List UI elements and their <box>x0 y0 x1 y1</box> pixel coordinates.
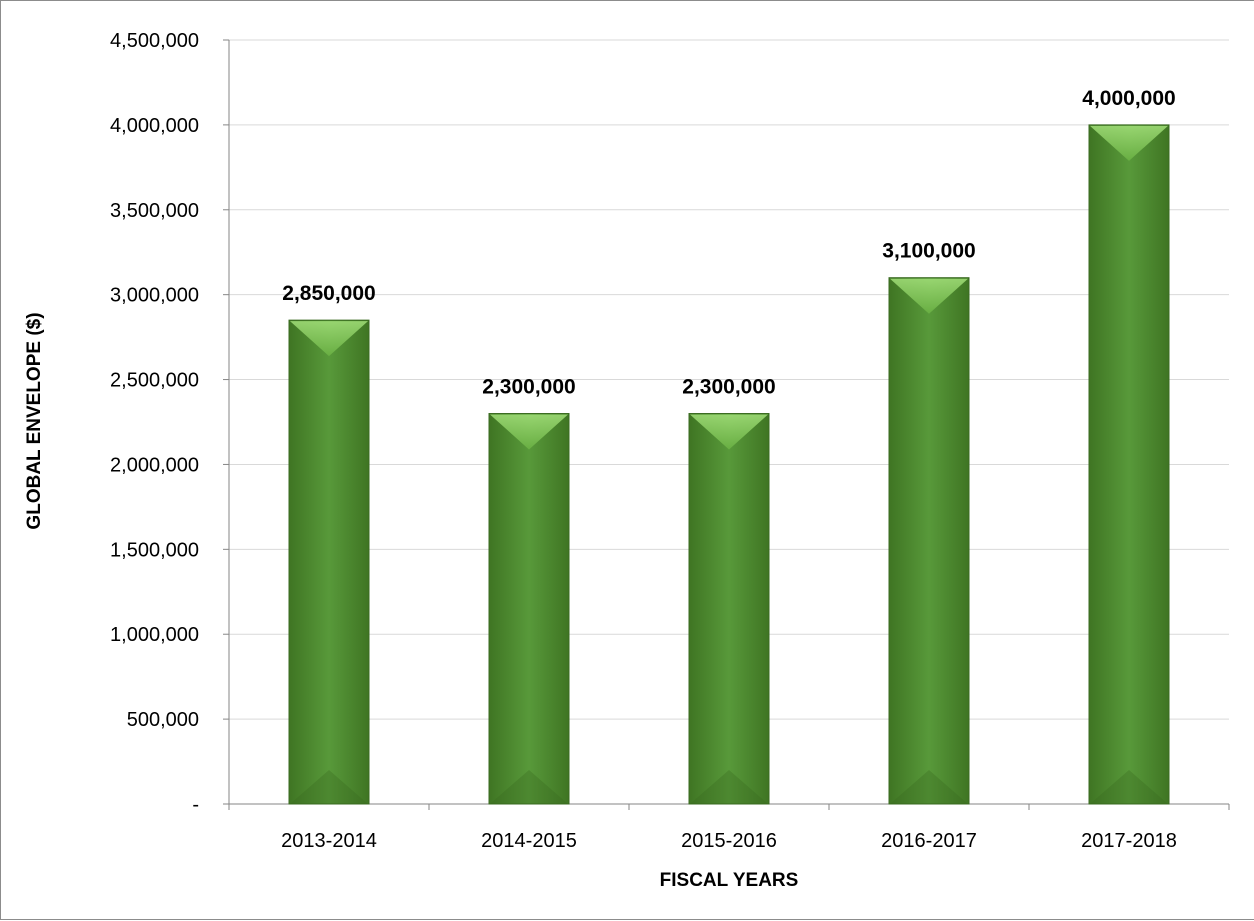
x-tick-label: 2017-2018 <box>1081 830 1177 852</box>
x-axis-title: FISCAL YEARS <box>660 870 799 891</box>
data-label: 2,300,000 <box>682 376 775 399</box>
bar <box>289 320 369 804</box>
x-tick-label: 2015-2016 <box>681 830 777 852</box>
x-tick-label: 2016-2017 <box>881 830 977 852</box>
data-label: 4,000,000 <box>1082 87 1175 110</box>
bar-2015-2016 <box>689 414 769 804</box>
bar <box>489 414 569 804</box>
data-label: 3,100,000 <box>882 240 975 263</box>
data-label: 2,300,000 <box>482 376 575 399</box>
y-tick-label: - <box>192 794 199 816</box>
y-tick-label: 3,500,000 <box>110 200 199 222</box>
y-tick-label: 1,500,000 <box>110 539 199 561</box>
y-axis-title: GLOBAL ENVELOPE ($) <box>24 312 45 529</box>
y-tick-label: 3,000,000 <box>110 285 199 307</box>
y-tick-label: 4,000,000 <box>110 115 199 137</box>
x-tick-label: 2013-2014 <box>281 830 377 852</box>
data-label: 2,850,000 <box>282 282 375 305</box>
bar <box>1089 125 1169 804</box>
bar <box>889 278 969 804</box>
bar-2013-2014 <box>289 320 369 804</box>
y-tick-label: 500,000 <box>127 709 199 731</box>
bar-2014-2015 <box>489 414 569 804</box>
y-tick-label: 4,500,000 <box>110 30 199 52</box>
y-tick-label: 2,500,000 <box>110 370 199 392</box>
bar-2016-2017 <box>889 278 969 804</box>
labels: - 500,000 1,000,000 1,500,000 2,000,000 2,500… <box>110 30 1177 852</box>
x-tick-label: 2014-2015 <box>481 830 577 852</box>
bar <box>689 414 769 804</box>
bar-2017-2018 <box>1089 125 1169 804</box>
y-tick-label: 1,000,000 <box>110 624 199 646</box>
y-tick-label: 2,000,000 <box>110 454 199 476</box>
